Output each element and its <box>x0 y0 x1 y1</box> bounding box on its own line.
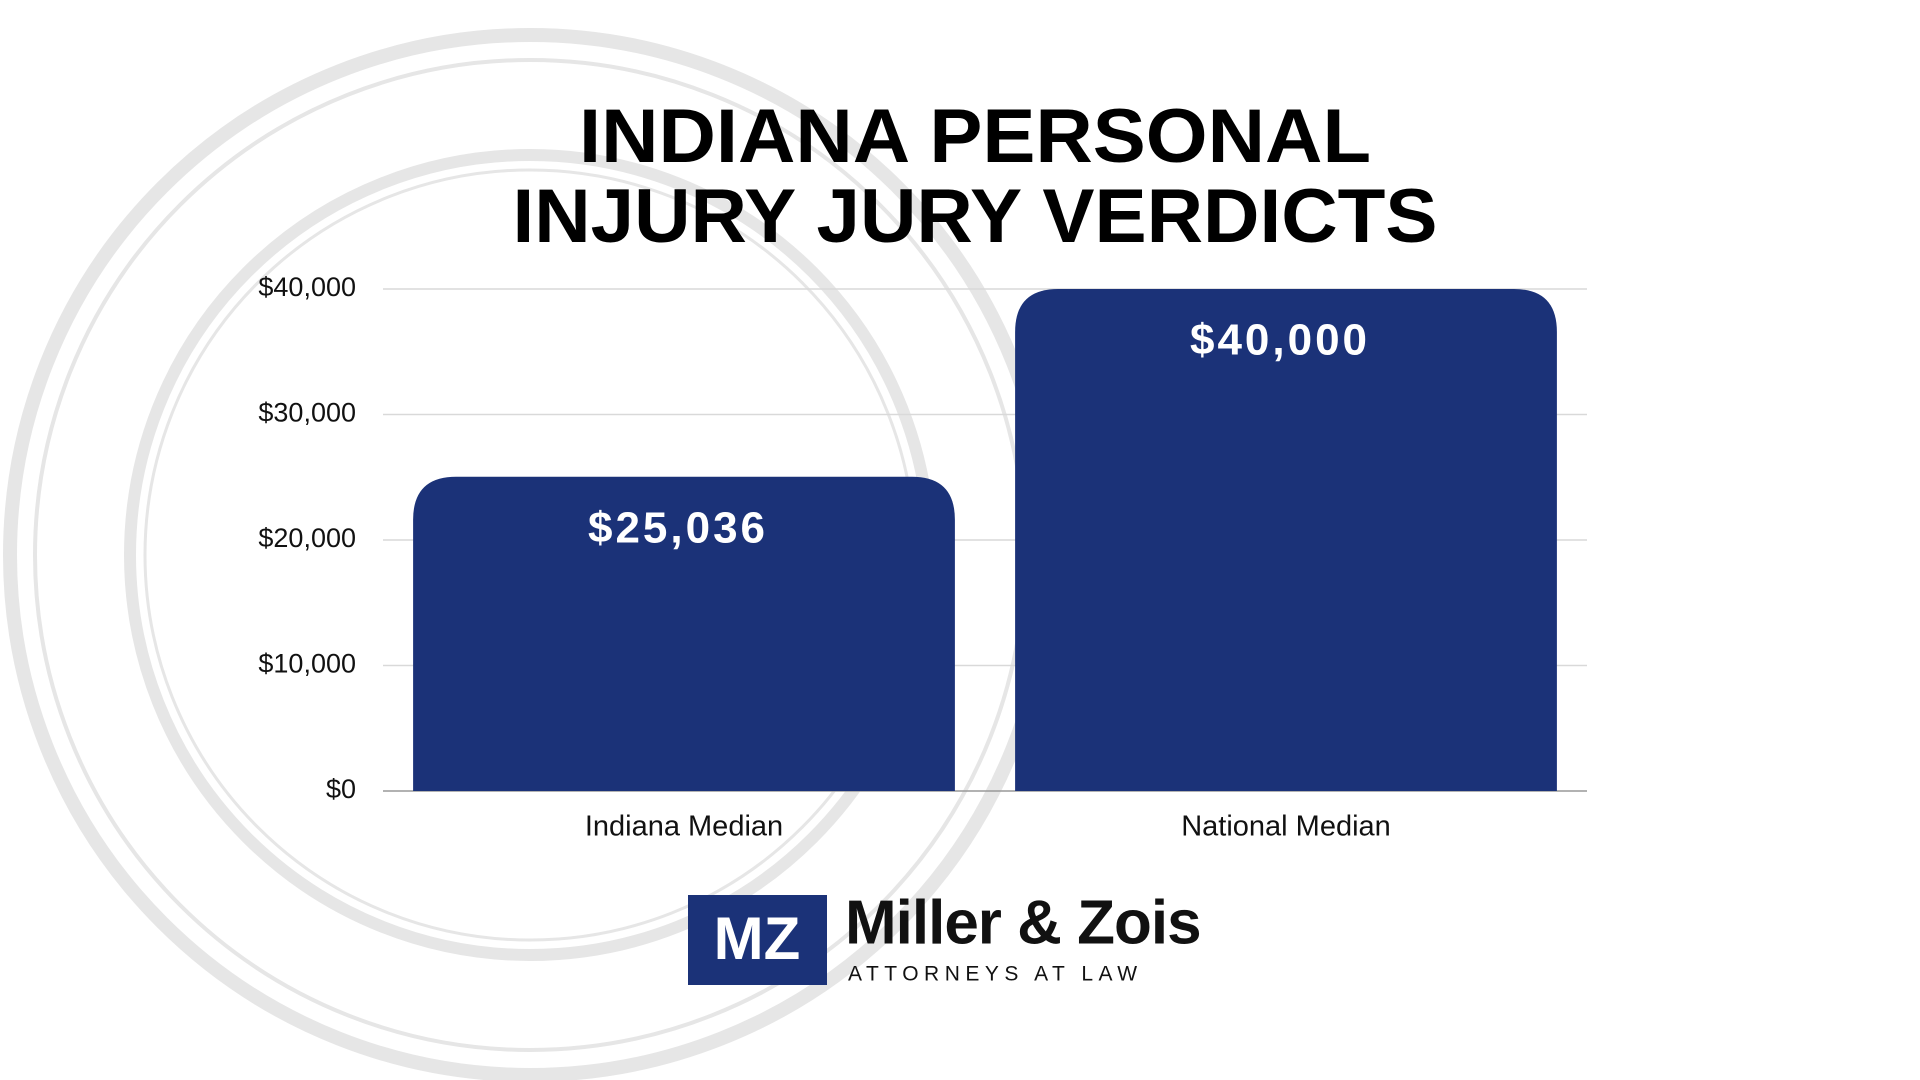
logo-name: Miller & Zois <box>845 888 1201 957</box>
bar <box>413 476 955 791</box>
y-tick-label: $40,000 <box>258 272 356 302</box>
bar <box>1015 289 1557 791</box>
y-tick-label: $10,000 <box>258 649 356 679</box>
y-tick-label: $20,000 <box>258 523 356 553</box>
y-tick-label: $0 <box>326 774 356 804</box>
logo-tagline: ATTORNEYS AT LAW <box>848 963 1143 986</box>
y-tick-label: $30,000 <box>258 398 356 428</box>
plot: $0 $10,000 $20,000 $30,000 $40,000 Indiana Me… <box>258 272 1587 843</box>
chart-title: INDIANA PERSONAL <box>579 94 1371 179</box>
value-label: $25,036 <box>588 503 768 552</box>
logo-box <box>688 895 827 985</box>
logo-mark: MZ <box>714 905 801 972</box>
value-label: $40,000 <box>1190 316 1370 365</box>
x-tick-label: Indiana Median <box>585 811 783 843</box>
x-tick-label: National Median <box>1181 811 1391 843</box>
chart-title: INJURY JURY VERDICTS <box>513 174 1438 259</box>
logo: MZ Miller & Zois ATTORNEYS AT LAW <box>688 888 1202 986</box>
